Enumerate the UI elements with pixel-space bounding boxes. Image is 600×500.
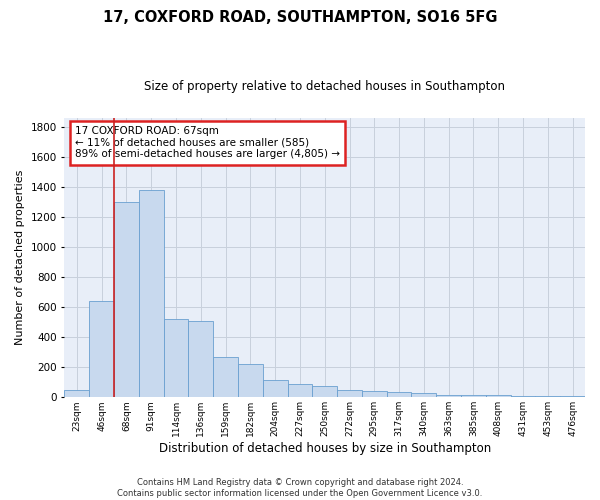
Bar <box>64 390 89 398</box>
Bar <box>560 396 585 398</box>
Bar <box>139 190 164 398</box>
Text: Contains HM Land Registry data © Crown copyright and database right 2024.
Contai: Contains HM Land Registry data © Crown c… <box>118 478 482 498</box>
Bar <box>188 322 213 398</box>
Bar <box>511 396 535 398</box>
Bar <box>337 390 362 398</box>
Bar <box>313 386 337 398</box>
Text: 17 COXFORD ROAD: 67sqm
← 11% of detached houses are smaller (585)
89% of semi-de: 17 COXFORD ROAD: 67sqm ← 11% of detached… <box>75 126 340 160</box>
Bar <box>164 319 188 398</box>
Y-axis label: Number of detached properties: Number of detached properties <box>15 170 25 345</box>
Bar <box>412 393 436 398</box>
Bar <box>114 202 139 398</box>
Bar <box>213 356 238 398</box>
Bar <box>287 384 313 398</box>
Bar <box>461 395 486 398</box>
Bar <box>263 380 287 398</box>
Bar <box>436 394 461 398</box>
Bar <box>386 392 412 398</box>
Title: Size of property relative to detached houses in Southampton: Size of property relative to detached ho… <box>144 80 505 93</box>
Bar <box>362 391 386 398</box>
Bar <box>535 396 560 398</box>
Text: 17, COXFORD ROAD, SOUTHAMPTON, SO16 5FG: 17, COXFORD ROAD, SOUTHAMPTON, SO16 5FG <box>103 10 497 25</box>
Bar <box>486 395 511 398</box>
Bar <box>89 301 114 398</box>
X-axis label: Distribution of detached houses by size in Southampton: Distribution of detached houses by size … <box>158 442 491 455</box>
Bar <box>238 364 263 398</box>
